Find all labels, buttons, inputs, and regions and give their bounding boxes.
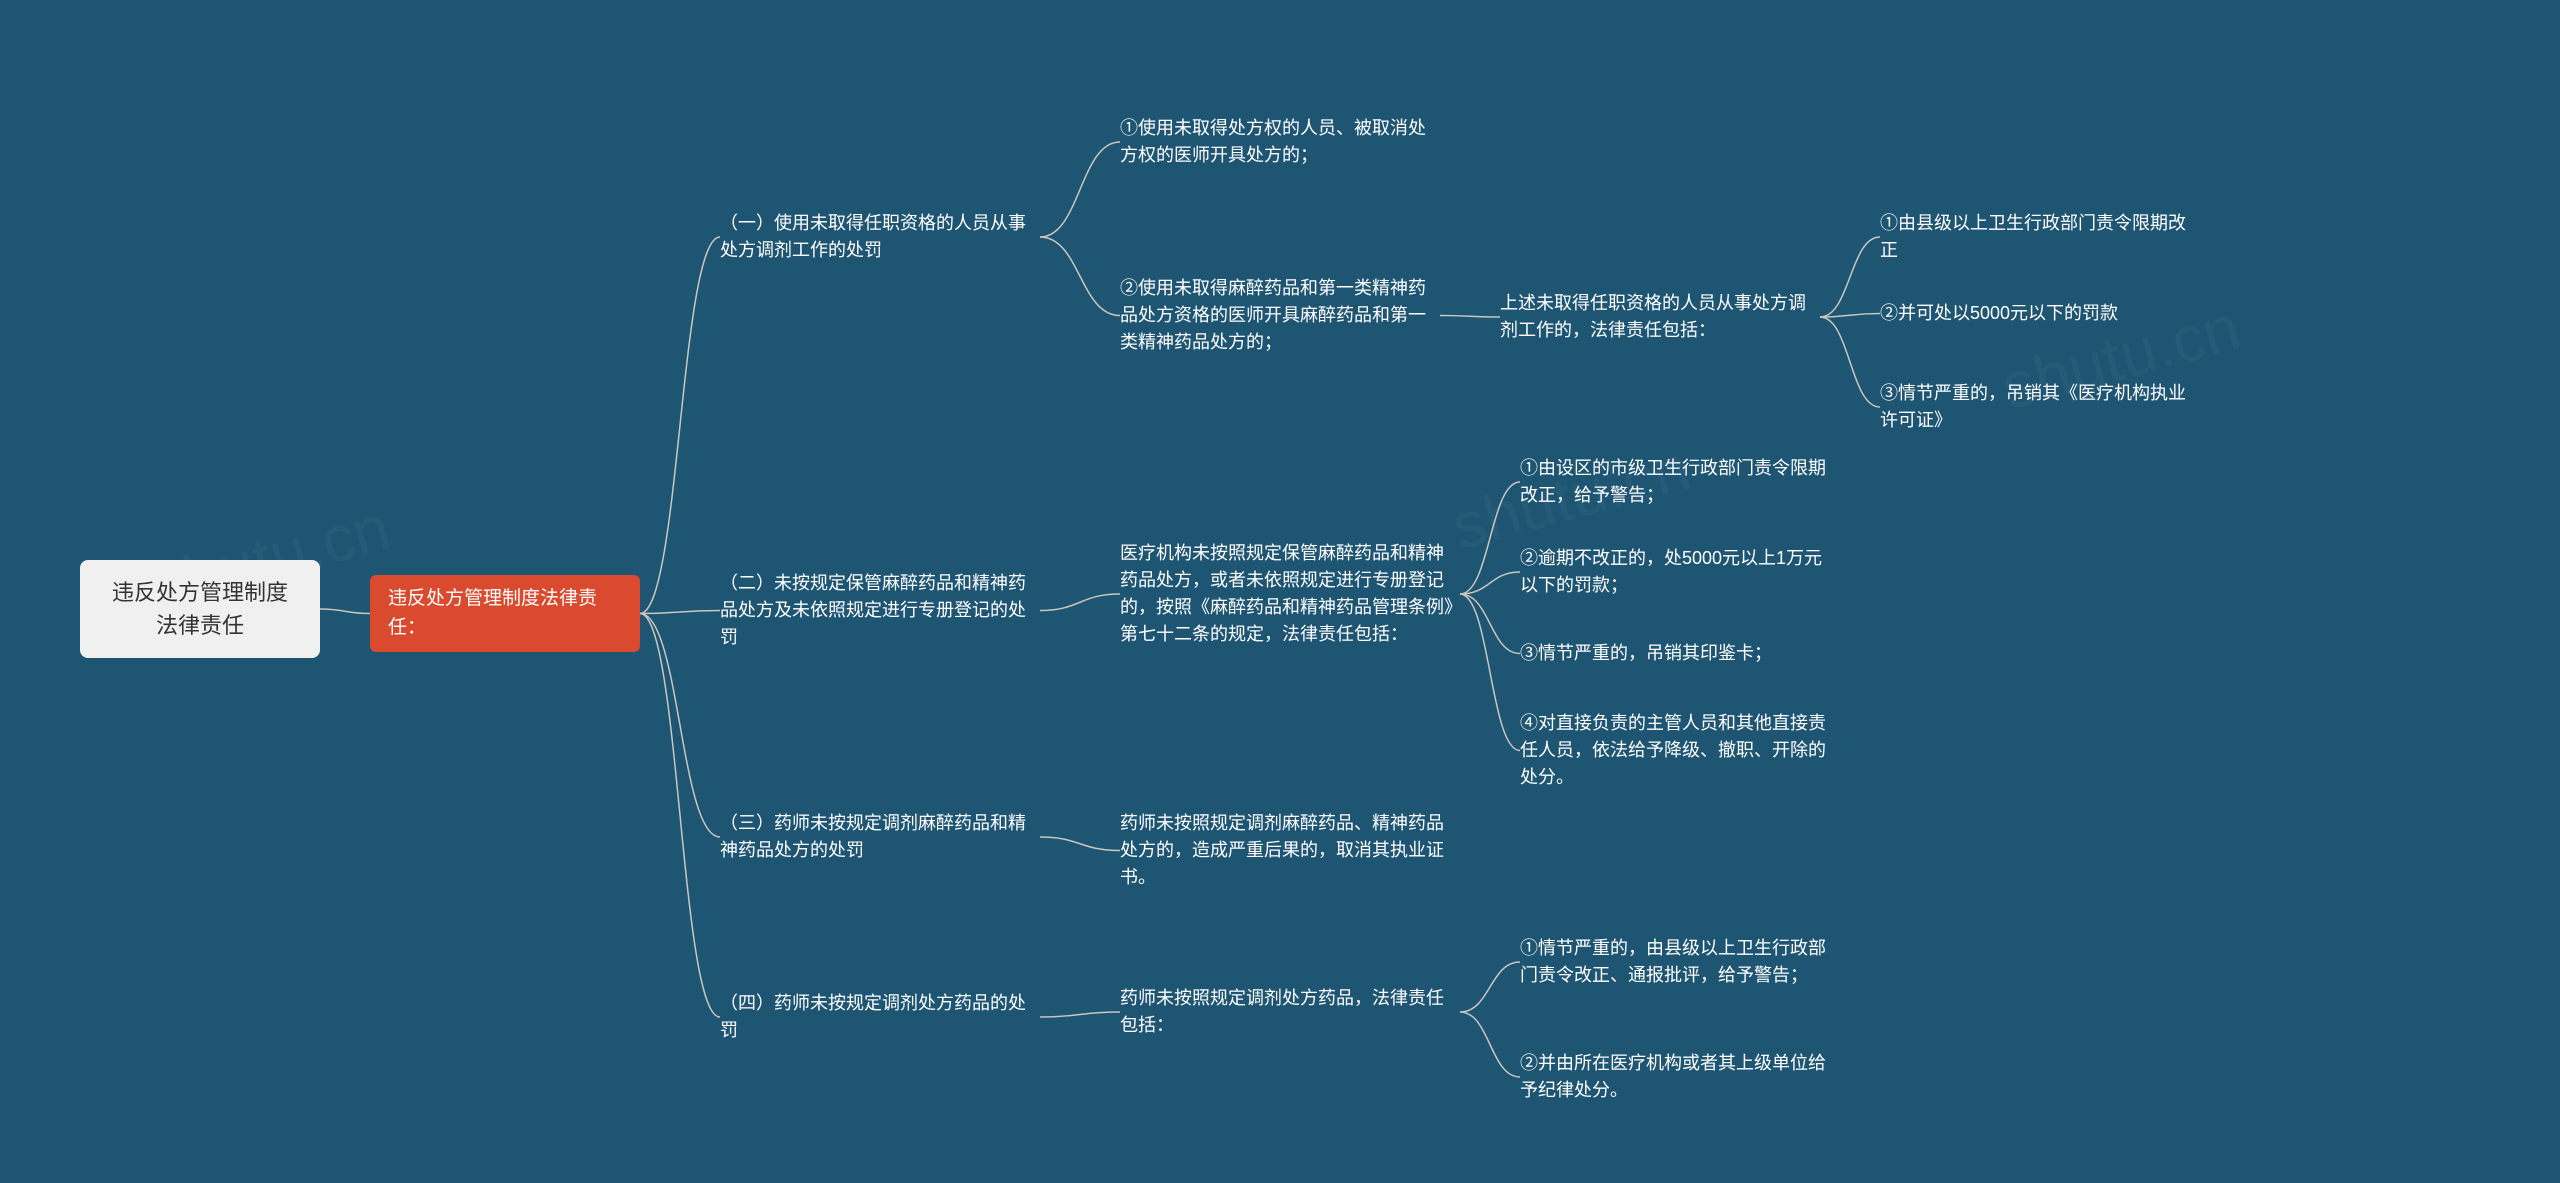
node-s1-item-2[interactable]: ②使用未取得麻醉药品和第一类精神药品处方资格的医师开具麻醉药品和第一类精神药品处… [1120, 275, 1440, 356]
node-section-1[interactable]: （一）使用未取得任职资格的人员从事处方调剂工作的处罚 [720, 210, 1040, 264]
node-s2a-item-1[interactable]: ①由设区的市级卫生行政部门责令限期改正，给予警告； [1520, 455, 1840, 509]
mindmap-root[interactable]: 违反处方管理制度法律责任 [80, 560, 320, 658]
node-section-2[interactable]: （二）未按规定保管麻醉药品和精神药品处方及未依照规定进行专册登记的处罚 [720, 570, 1040, 651]
node-s4-detail[interactable]: 药师未按照规定调剂处方药品，法律责任包括： [1120, 985, 1460, 1039]
mindmap-category[interactable]: 违反处方管理制度法律责任： [370, 575, 640, 652]
node-s2a-item-4[interactable]: ④对直接负责的主管人员和其他直接责任人员，依法给予降级、撤职、开除的处分。 [1520, 710, 1840, 791]
node-section-3[interactable]: （三）药师未按规定调剂麻醉药品和精神药品处方的处罚 [720, 810, 1040, 864]
node-s3-detail[interactable]: 药师未按照规定调剂麻醉药品、精神药品处方的，造成严重后果的，取消其执业证书。 [1120, 810, 1460, 891]
node-s4a-item-1[interactable]: ①情节严重的，由县级以上卫生行政部门责令改正、通报批评，给予警告； [1520, 935, 1840, 989]
node-s2a-item-2[interactable]: ②逾期不改正的，处5000元以上1万元以下的罚款； [1520, 545, 1840, 599]
node-s1b1-item-2[interactable]: ②并可处以5000元以下的罚款 [1880, 300, 2118, 327]
node-s2a-item-3[interactable]: ③情节严重的，吊销其印鉴卡； [1520, 640, 1772, 667]
node-s1b1-item-3[interactable]: ③情节严重的，吊销其《医疗机构执业许可证》 [1880, 380, 2190, 434]
node-s2-detail[interactable]: 医疗机构未按照规定保管麻醉药品和精神药品处方，或者未依照规定进行专册登记的，按照… [1120, 540, 1460, 648]
node-section-4[interactable]: （四）药师未按规定调剂处方药品的处罚 [720, 990, 1040, 1044]
node-s4a-item-2[interactable]: ②并由所在医疗机构或者其上级单位给予纪律处分。 [1520, 1050, 1840, 1104]
node-s1-item-1[interactable]: ①使用未取得处方权的人员、被取消处方权的医师开具处方的； [1120, 115, 1440, 169]
node-s1b1-item-1[interactable]: ①由县级以上卫生行政部门责令限期改正 [1880, 210, 2190, 264]
node-s1-item-2-detail[interactable]: 上述未取得任职资格的人员从事处方调剂工作的，法律责任包括： [1500, 290, 1820, 344]
